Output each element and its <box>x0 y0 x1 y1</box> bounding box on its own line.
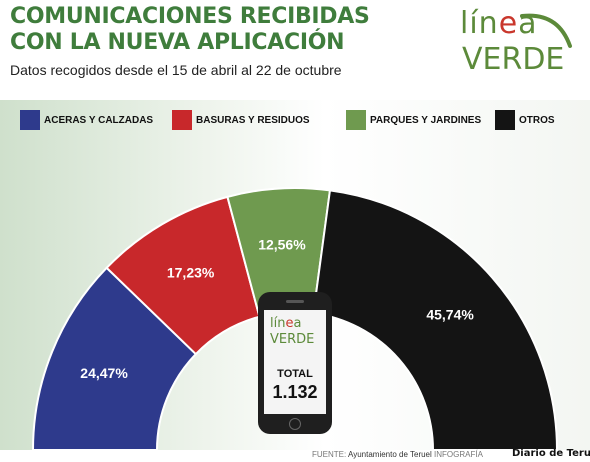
legend-item: OTROS <box>495 110 555 130</box>
source-value: Ayuntamiento de Teruel <box>348 450 432 459</box>
legend-item: PARQUES Y JARDINES <box>346 110 481 130</box>
logo-text-a: lín <box>460 6 499 41</box>
legend-swatch <box>172 110 192 130</box>
phone-illustration: línea VERDE TOTAL 1.132 <box>258 292 332 434</box>
infografia-label: INFOGRAFÍA <box>434 450 483 459</box>
legend-swatch <box>346 110 366 130</box>
linea-verde-logo: línea VERDE <box>460 6 580 82</box>
source-key: FUENTE: <box>312 450 347 459</box>
logo-text-e: e <box>498 6 519 41</box>
footer: FUENTE: Ayuntamiento de Teruel INFOGRAFÍ… <box>0 448 590 462</box>
phone-logo-text-a: lín <box>270 316 286 331</box>
slice-data-label: 12,56% <box>258 236 306 252</box>
phone-logo-text-c: a <box>293 316 302 331</box>
slice-data-label: 17,23% <box>167 264 215 280</box>
half-donut-chart: 24,47% 17,23% 12,56% 45,74% <box>31 187 559 451</box>
phone-screen: línea VERDE TOTAL 1.132 <box>264 310 326 414</box>
source-credit: FUENTE: Ayuntamiento de Teruel INFOGRAFÍ… <box>312 450 483 459</box>
total-value: 1.132 <box>272 382 318 402</box>
legend-label: OTROS <box>519 114 555 126</box>
phone-logo-text-e: e <box>285 316 294 331</box>
slice-data-label: 24,47% <box>80 365 128 381</box>
legend-swatch <box>495 110 515 130</box>
logo-swoosh-icon <box>520 13 572 48</box>
logo-line-2: VERDE <box>462 42 565 77</box>
total-label: TOTAL <box>277 368 313 380</box>
phone-home-button-icon <box>289 418 301 430</box>
legend-label: BASURAS Y RESIDUOS <box>196 114 310 126</box>
subtitle: Datos recogidos desde el 15 de abril al … <box>10 62 342 78</box>
legend-label: ACERAS Y CALZADAS <box>44 114 154 126</box>
brand-logo: Diario de Teruel <box>512 448 590 459</box>
slice-data-label: 45,74% <box>426 306 474 322</box>
title-line-2: CON LA NUEVA APLICACIÓN <box>10 30 345 55</box>
title-line-1: COMUNICACIONES RECIBIDAS <box>10 4 370 29</box>
phone-logo-line-2: VERDE <box>270 332 315 347</box>
donut-slice <box>312 189 559 451</box>
legend-swatch <box>20 110 40 130</box>
legend-label: PARQUES Y JARDINES <box>370 114 482 126</box>
legend-item: BASURAS Y RESIDUOS <box>172 110 310 130</box>
phone-speaker-icon <box>286 300 304 303</box>
page-title: COMUNICACIONES RECIBIDAS CON LA NUEVA AP… <box>10 4 430 56</box>
phone-logo-line-1: línea <box>270 316 301 331</box>
legend-item: ACERAS Y CALZADAS <box>20 110 153 130</box>
